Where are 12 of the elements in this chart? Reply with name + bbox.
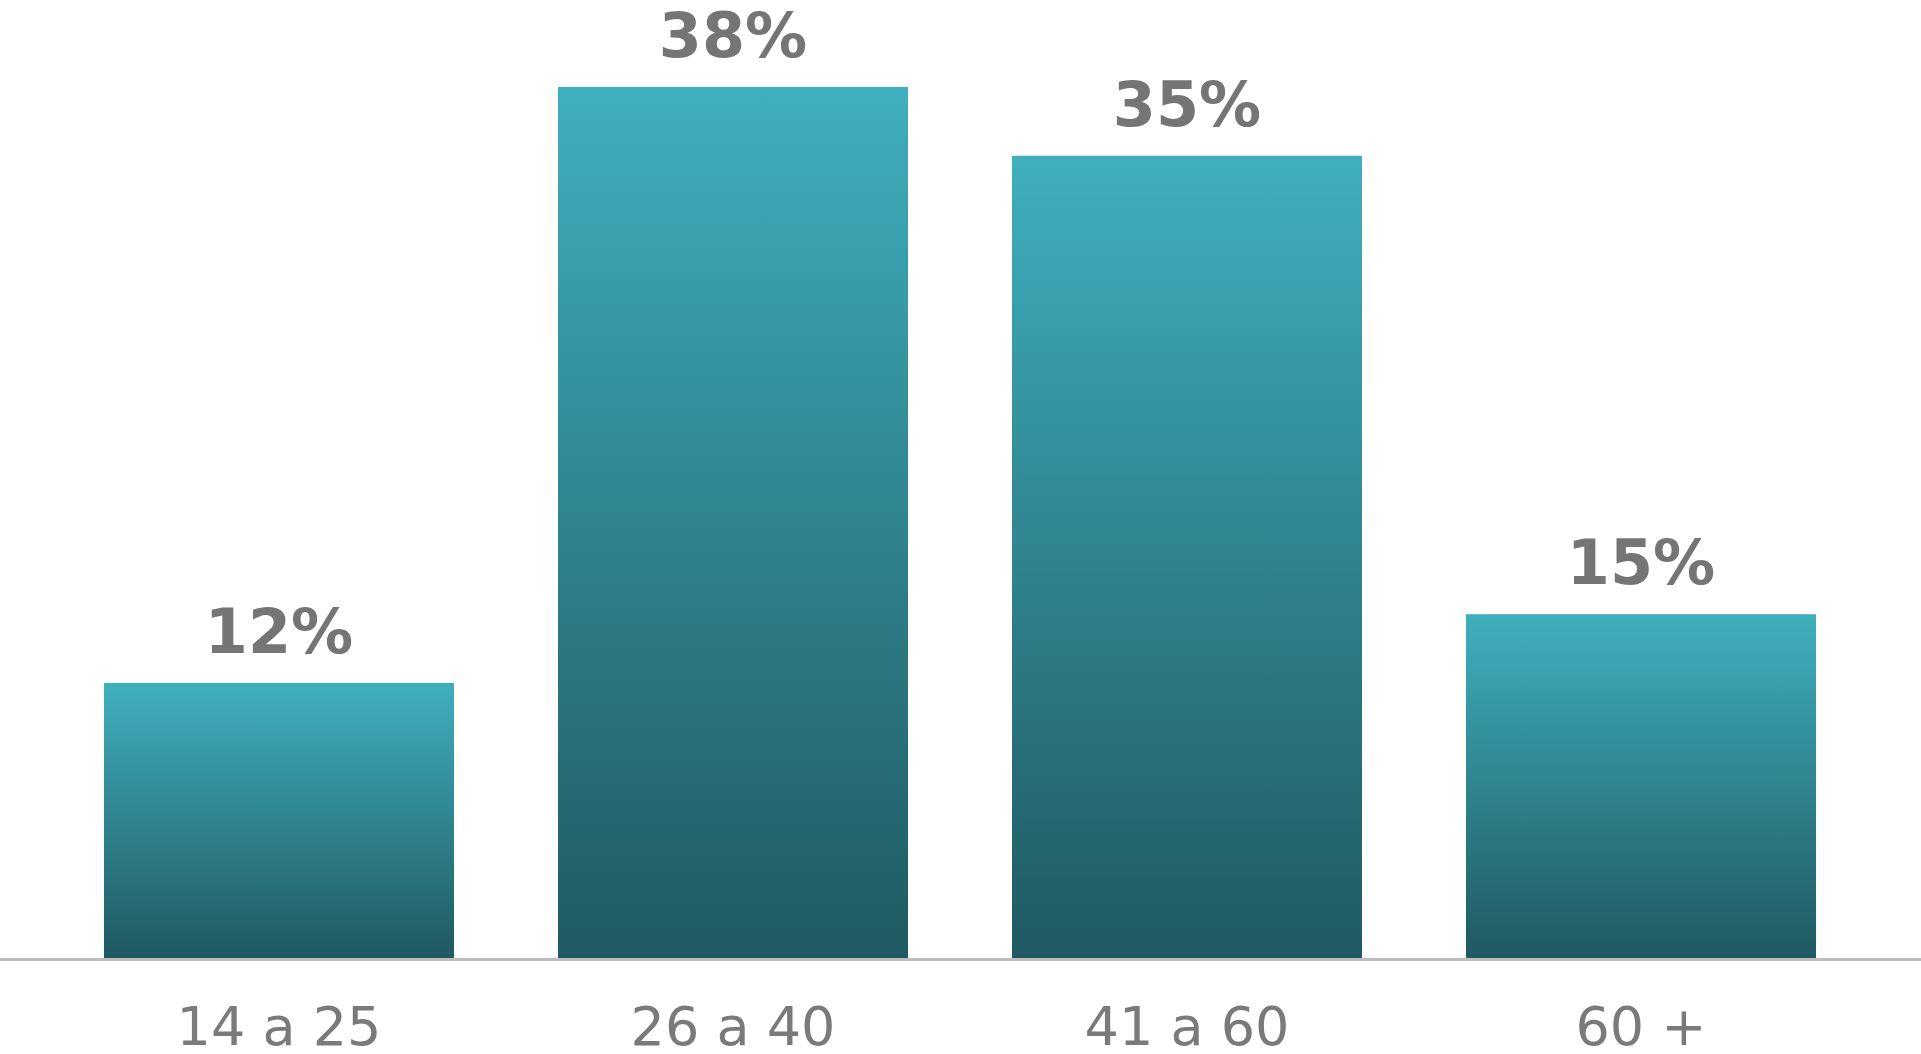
data-label: 35% [1112,67,1262,141]
x-tick-label: 14 a 25 [176,995,382,1054]
bar [557,87,909,958]
x-tick-label: 26 a 40 [630,995,836,1054]
x-tick-label: 60 + [1575,995,1707,1054]
bar [103,682,455,958]
bar [1011,155,1363,958]
data-label: 38% [658,0,808,72]
x-tick-label: 41 a 60 [1084,995,1290,1054]
bar [1465,614,1817,958]
data-label: 12% [204,594,354,668]
data-label: 15% [1566,526,1716,600]
